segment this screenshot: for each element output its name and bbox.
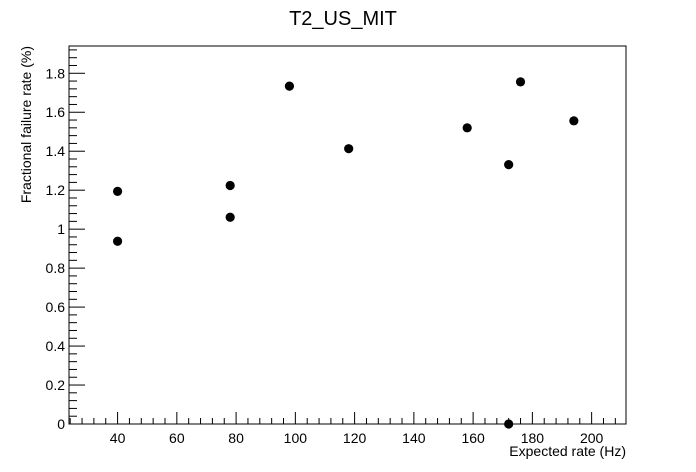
data-point	[112, 236, 123, 246]
plot-frame	[68, 45, 627, 425]
x-tick-label: 180	[521, 430, 545, 446]
x-tick-label: 100	[284, 430, 308, 446]
data-point	[462, 123, 472, 133]
data-point	[569, 116, 579, 126]
y-tick-label: 0.4	[46, 338, 66, 354]
y-tick-label: 1.8	[46, 65, 66, 81]
x-axis-label: Expected rate (Hz)	[509, 443, 626, 459]
y-tick-label: 0	[57, 416, 65, 432]
x-axis: 40 60 80 100 120 140 160 180 200	[69, 412, 616, 446]
x-tick-label: 40	[110, 430, 126, 446]
data-points	[112, 77, 579, 429]
y-axis-label: Fractional failure rate (%)	[18, 46, 34, 203]
x-tick-label: 80	[228, 430, 244, 446]
y-tick-label: 0.6	[46, 299, 66, 315]
y-tick-label: 0.2	[46, 377, 66, 393]
data-point	[225, 212, 235, 222]
x-tick-label: 160	[461, 430, 485, 446]
x-tick-label: 120	[343, 430, 367, 446]
data-point	[504, 419, 514, 429]
y-tick-label: 1.2	[46, 182, 66, 198]
y-tick-label: 0.8	[46, 260, 66, 276]
chart-title: T2_US_MIT	[289, 8, 397, 30]
data-point	[515, 77, 526, 87]
x-tick-label: 60	[169, 430, 185, 446]
data-point	[225, 180, 235, 191]
y-axis: 0 0.2 0.4 0.6 0.8 1 1.2 1.4 1.6 1.8	[46, 49, 85, 432]
data-point	[504, 160, 514, 170]
data-point	[112, 186, 123, 196]
y-tick-label: 1.4	[46, 143, 66, 159]
x-tick-label: 140	[402, 430, 426, 446]
data-point	[284, 81, 295, 91]
x-tick-label: 200	[580, 430, 604, 446]
y-tick-label: 1.6	[46, 104, 66, 120]
data-point	[344, 144, 354, 154]
y-tick-label: 1	[57, 221, 65, 237]
